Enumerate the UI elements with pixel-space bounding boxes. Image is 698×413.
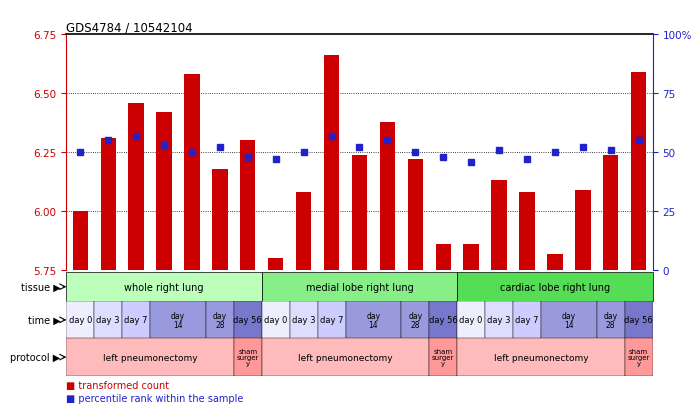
- Bar: [212, 169, 228, 271]
- Bar: [457, 273, 653, 301]
- Text: protocol ▶: protocol ▶: [10, 352, 61, 362]
- Bar: [73, 212, 88, 271]
- Bar: [485, 301, 513, 339]
- Bar: [547, 254, 563, 271]
- Text: ■ percentile rank within the sample: ■ percentile rank within the sample: [66, 393, 244, 403]
- Text: day 56: day 56: [233, 316, 262, 325]
- Bar: [262, 339, 429, 376]
- Text: cardiac lobe right lung: cardiac lobe right lung: [500, 282, 610, 292]
- Bar: [66, 339, 234, 376]
- Text: day
14: day 14: [366, 311, 380, 329]
- Text: day 3: day 3: [96, 316, 120, 325]
- Text: ■ transformed count: ■ transformed count: [66, 380, 170, 390]
- Text: day 0: day 0: [68, 316, 92, 325]
- Bar: [541, 301, 597, 339]
- Text: GDS4784 / 10542104: GDS4784 / 10542104: [66, 21, 193, 34]
- Text: day 56: day 56: [624, 316, 653, 325]
- Bar: [429, 339, 457, 376]
- Bar: [352, 155, 367, 271]
- Bar: [575, 190, 591, 271]
- Bar: [408, 160, 423, 271]
- Text: day
28: day 28: [604, 311, 618, 329]
- Text: sham
surger
y: sham surger y: [237, 348, 259, 366]
- Text: day
28: day 28: [213, 311, 227, 329]
- Text: left pneumonectomy: left pneumonectomy: [103, 353, 198, 362]
- Bar: [122, 301, 150, 339]
- Text: left pneumonectomy: left pneumonectomy: [298, 353, 393, 362]
- Text: day
28: day 28: [408, 311, 422, 329]
- Text: day 7: day 7: [124, 316, 148, 325]
- Bar: [66, 301, 94, 339]
- Bar: [457, 339, 625, 376]
- Bar: [128, 103, 144, 271]
- Text: day
14: day 14: [562, 311, 576, 329]
- Bar: [206, 301, 234, 339]
- Bar: [94, 301, 122, 339]
- Text: day 7: day 7: [515, 316, 539, 325]
- Text: day 3: day 3: [292, 316, 315, 325]
- Text: whole right lung: whole right lung: [124, 282, 204, 292]
- Bar: [296, 193, 311, 271]
- Bar: [262, 273, 457, 301]
- Text: day
14: day 14: [171, 311, 185, 329]
- Bar: [597, 301, 625, 339]
- Bar: [625, 301, 653, 339]
- Bar: [290, 301, 318, 339]
- Bar: [234, 301, 262, 339]
- Bar: [318, 301, 346, 339]
- Bar: [262, 301, 290, 339]
- Bar: [491, 181, 507, 271]
- Text: sham
surger
y: sham surger y: [432, 348, 454, 366]
- Text: tissue ▶: tissue ▶: [21, 282, 61, 292]
- Text: time ▶: time ▶: [28, 315, 61, 325]
- Bar: [463, 244, 479, 271]
- Bar: [519, 193, 535, 271]
- Text: day 3: day 3: [487, 316, 511, 325]
- Text: day 0: day 0: [264, 316, 288, 325]
- Bar: [234, 339, 262, 376]
- Bar: [324, 56, 339, 271]
- Bar: [66, 273, 262, 301]
- Bar: [184, 75, 200, 271]
- Text: day 56: day 56: [429, 316, 458, 325]
- Bar: [436, 244, 451, 271]
- Bar: [240, 141, 255, 271]
- Bar: [603, 155, 618, 271]
- Bar: [625, 339, 653, 376]
- Text: day 7: day 7: [320, 316, 343, 325]
- Bar: [101, 139, 116, 271]
- Bar: [380, 122, 395, 271]
- Bar: [513, 301, 541, 339]
- Bar: [156, 113, 172, 271]
- Bar: [346, 301, 401, 339]
- Bar: [429, 301, 457, 339]
- Text: sham
surger
y: sham surger y: [628, 348, 650, 366]
- Text: left pneumonectomy: left pneumonectomy: [493, 353, 588, 362]
- Bar: [457, 301, 485, 339]
- Text: medial lobe right lung: medial lobe right lung: [306, 282, 413, 292]
- Text: day 0: day 0: [459, 316, 483, 325]
- Bar: [268, 259, 283, 271]
- Bar: [631, 73, 646, 271]
- Bar: [401, 301, 429, 339]
- Bar: [150, 301, 206, 339]
